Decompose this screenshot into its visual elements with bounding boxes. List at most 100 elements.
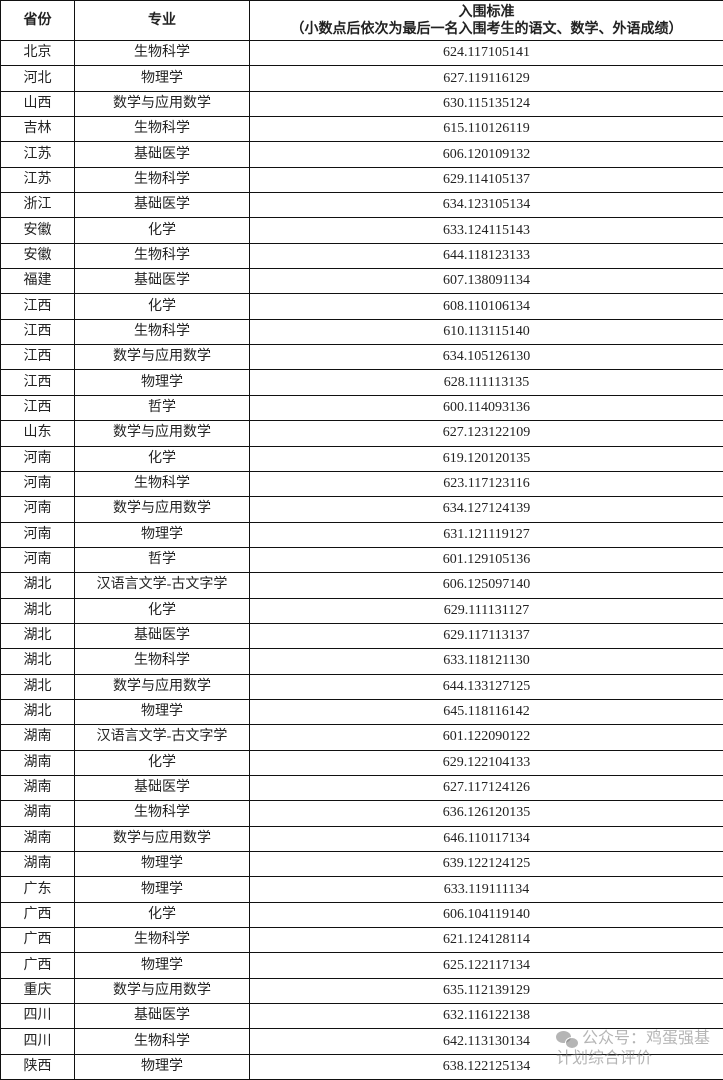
cell-major: 生物科学 [74,1028,250,1055]
cell-score: 627.119116129 [249,65,723,92]
cell-province: 福建 [0,268,75,295]
cell-province: 吉林 [0,116,75,143]
cell-province: 湖北 [0,622,75,650]
cell-province: 江西 [0,394,75,422]
table-row: 湖北 汉语言文学-古文字学 606.125097140 [0,572,723,599]
cell-province: 河北 [0,65,75,92]
table-row: 陕西 物理学 638.122125134 [0,1053,723,1080]
cell-score: 623.117123116 [249,470,723,498]
cell-province: 北京 [0,39,75,67]
cell-major: 生物科学 [74,39,250,67]
cell-score: 621.124128114 [249,927,723,954]
cell-province: 重庆 [0,977,75,1005]
cell-major: 哲学 [74,394,250,422]
table-row: 湖南 化学 629.122104133 [0,749,723,776]
cell-province: 湖南 [0,749,75,776]
cell-major: 基础医学 [74,141,250,168]
cell-major: 基础医学 [74,192,250,219]
cell-province: 江西 [0,369,75,396]
cell-major: 基础医学 [74,268,250,295]
cell-score: 600.114093136 [249,394,723,422]
cell-score: 606.104119140 [249,901,723,929]
cell-score: 624.117105141 [249,39,723,67]
cell-major: 生物科学 [74,648,250,675]
table-row: 广西 生物科学 621.124128114 [0,927,723,954]
table-row: 四川 基础医学 632.116122138 [0,1003,723,1030]
cell-province: 广西 [0,927,75,954]
cell-score: 629.114105137 [249,166,723,194]
cell-major: 物理学 [74,521,250,548]
table-row: 江苏 基础医学 606.120109132 [0,141,723,168]
cell-province: 湖北 [0,597,75,624]
table-row: 湖北 生物科学 633.118121130 [0,648,723,675]
table-row: 江西 物理学 628.111113135 [0,369,723,396]
cell-score: 628.111113135 [249,369,723,396]
cell-score: 634.127124139 [249,496,723,523]
cell-major: 物理学 [74,952,250,979]
table-row: 河南 物理学 631.121119127 [0,521,723,548]
table-row: 河南 生物科学 623.117123116 [0,470,723,498]
table-row: 湖南 物理学 639.122124125 [0,850,723,878]
cell-major: 生物科学 [74,166,250,194]
cell-score: 625.122117134 [249,952,723,979]
table-row: 吉林 生物科学 615.110126119 [0,116,723,143]
cell-province: 广西 [0,952,75,979]
cell-score: 608.110106134 [249,293,723,320]
cell-province: 浙江 [0,192,75,219]
cell-province: 江苏 [0,166,75,194]
table-row: 江西 化学 608.110106134 [0,293,723,320]
table-row: 安徽 生物科学 644.118123133 [0,242,723,270]
header-standard: 入围标准 （小数点后依次为最后一名入围考生的语文、数学、外语成绩） [249,0,723,41]
cell-province: 四川 [0,1003,75,1030]
cell-score: 642.113130134 [249,1028,723,1055]
table-row: 福建 基础医学 607.138091134 [0,268,723,295]
table-row: 河南 数学与应用数学 634.127124139 [0,496,723,523]
cell-score: 601.129105136 [249,546,723,574]
cell-major: 数学与应用数学 [74,496,250,523]
cell-major: 数学与应用数学 [74,825,250,853]
cell-province: 陕西 [0,1053,75,1080]
table-row: 河北 物理学 627.119116129 [0,65,723,92]
table-row: 湖北 基础医学 629.117113137 [0,622,723,650]
cell-province: 河南 [0,546,75,574]
cell-province: 河南 [0,496,75,523]
header-standard-note: （小数点后依次为最后一名入围考生的语文、数学、外语成绩） [290,21,683,37]
cell-province: 湖北 [0,673,75,700]
cell-major: 基础医学 [74,1003,250,1030]
cell-province: 江西 [0,344,75,371]
cell-major: 生物科学 [74,116,250,143]
cell-score: 633.119111134 [249,876,723,903]
cell-province: 河南 [0,470,75,498]
table-row: 山西 数学与应用数学 630.115135124 [0,90,723,118]
cell-province: 安徽 [0,242,75,270]
table-row: 广西 物理学 625.122117134 [0,952,723,979]
table-row: 广东 物理学 633.119111134 [0,876,723,903]
cell-score: 639.122124125 [249,850,723,878]
cell-province: 江西 [0,293,75,320]
table-row: 江西 生物科学 610.113115140 [0,318,723,346]
cell-score: 606.120109132 [249,141,723,168]
cell-major: 汉语言文学-古文字学 [74,572,250,599]
cell-province: 湖南 [0,774,75,802]
cell-province: 湖南 [0,850,75,878]
table-row: 湖南 汉语言文学-古文字学 601.122090122 [0,724,723,751]
cell-major: 物理学 [74,850,250,878]
cell-score: 629.111131127 [249,597,723,624]
table-row: 河南 化学 619.120120135 [0,445,723,472]
cell-province: 河南 [0,445,75,472]
cell-major: 汉语言文学-古文字学 [74,724,250,751]
cell-province: 四川 [0,1028,75,1055]
cell-province: 江苏 [0,141,75,168]
cell-score: 615.110126119 [249,116,723,143]
cell-major: 哲学 [74,546,250,574]
cell-score: 627.123122109 [249,420,723,447]
cell-province: 湖南 [0,825,75,853]
cell-major: 化学 [74,597,250,624]
cell-province: 湖北 [0,648,75,675]
cell-score: 644.118123133 [249,242,723,270]
cell-major: 化学 [74,445,250,472]
cell-province: 山东 [0,420,75,447]
cell-score: 627.117124126 [249,774,723,802]
table-row: 湖南 数学与应用数学 646.110117134 [0,825,723,853]
